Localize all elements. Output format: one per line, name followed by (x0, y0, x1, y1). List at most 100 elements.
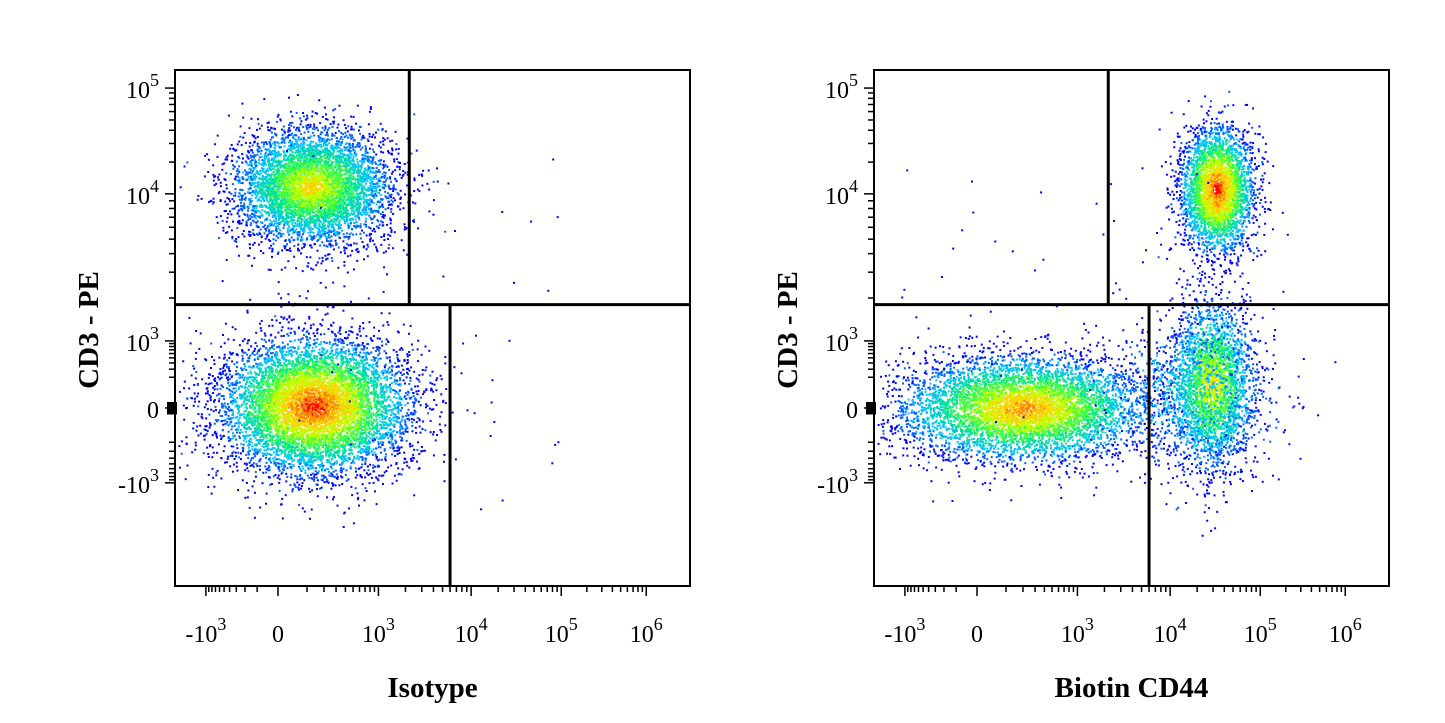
event-dot (368, 110, 371, 113)
event-dot (313, 128, 316, 131)
event-dot (352, 139, 355, 142)
event-dot (348, 156, 351, 159)
event-dot (375, 194, 378, 197)
event-dot (377, 191, 380, 194)
event-dot (299, 239, 302, 242)
event-dot (405, 227, 408, 230)
event-dot (278, 163, 281, 166)
event-dot (302, 200, 305, 202)
event-dot (267, 184, 269, 187)
event-dot (305, 256, 308, 259)
event-dot (293, 245, 296, 247)
event-dot (365, 203, 368, 206)
event-dot (330, 235, 333, 238)
event-dot (362, 206, 365, 209)
event-dot (303, 131, 306, 134)
event-dot (239, 135, 242, 138)
event-dot (375, 170, 378, 173)
event-dot (318, 230, 321, 233)
event-dot (374, 182, 377, 185)
event-dot (330, 179, 333, 182)
event-dot (247, 205, 250, 208)
event-dot (307, 136, 310, 139)
event-dot (289, 196, 292, 199)
event-dot (324, 193, 327, 196)
event-dot (321, 126, 324, 129)
event-dot (324, 224, 327, 227)
event-dot (394, 188, 397, 191)
event-dot (345, 208, 347, 211)
event-dot (296, 94, 299, 96)
event-dot (365, 248, 368, 251)
event-dot (353, 139, 356, 141)
event-dot (226, 158, 229, 161)
event-dot (357, 171, 360, 174)
event-dot (379, 146, 382, 149)
event-dot (261, 205, 264, 208)
event-dot (390, 172, 393, 175)
event-dot (304, 225, 307, 228)
event-dot (286, 227, 289, 230)
event-dot (260, 185, 263, 187)
event-dot (286, 175, 289, 178)
event-dot (369, 169, 372, 172)
event-dot (369, 106, 372, 109)
event-dot (263, 161, 265, 164)
event-dot (256, 199, 259, 202)
event-dot (366, 255, 369, 258)
event-dot (350, 128, 353, 131)
event-dot (343, 264, 346, 267)
event-dot (298, 184, 301, 186)
event-dot (317, 204, 319, 206)
event-dot (384, 163, 387, 166)
event-dot (415, 149, 418, 152)
event-dot (386, 223, 389, 226)
event-dot (310, 217, 313, 220)
event-dot (325, 235, 327, 238)
event-dot (284, 162, 287, 165)
event-dot (328, 195, 331, 197)
event-dot (261, 214, 264, 217)
event-dot (264, 148, 267, 151)
event-dot (257, 210, 260, 212)
event-dot (389, 180, 392, 183)
event-dot (291, 162, 294, 165)
event-dot (228, 225, 231, 228)
event-dot (324, 186, 327, 188)
event-dot (346, 215, 349, 218)
event-dot (302, 233, 304, 236)
event-dot (377, 186, 380, 189)
event-dot (240, 199, 243, 202)
event-dot (406, 161, 409, 164)
event-dot (324, 195, 327, 198)
event-dot (422, 169, 425, 172)
event-dot (306, 221, 309, 224)
event-dot (353, 163, 355, 166)
event-dot (265, 218, 268, 221)
event-dot (317, 145, 320, 148)
event-dot (337, 246, 340, 249)
event-dot (335, 218, 338, 221)
event-dot (282, 226, 285, 229)
event-dot (353, 149, 356, 152)
event-dot (361, 158, 364, 161)
event-dot (271, 167, 274, 170)
event-dot (317, 209, 320, 212)
event-dot (428, 210, 431, 213)
event-dot (265, 206, 268, 209)
event-dot (240, 222, 243, 225)
event-dot (330, 239, 333, 242)
event-dot (366, 138, 369, 141)
event-dot (321, 229, 323, 232)
event-dot (289, 148, 292, 151)
event-dot (203, 175, 206, 178)
event-dot (275, 217, 277, 220)
event-dot (339, 171, 342, 174)
event-dot (365, 178, 368, 181)
event-dot (352, 171, 355, 174)
event-dot (365, 225, 368, 228)
event-dot (270, 152, 273, 154)
event-dot (372, 133, 375, 136)
event-dot (397, 152, 400, 155)
event-dot (358, 172, 360, 175)
